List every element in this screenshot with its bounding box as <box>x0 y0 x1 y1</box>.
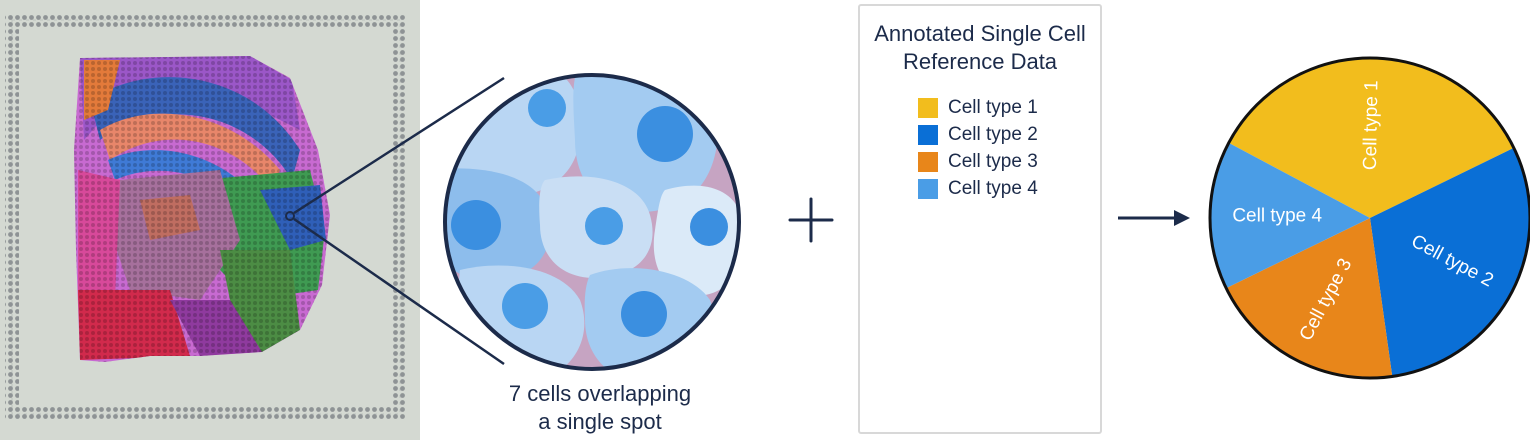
nucleus <box>585 207 623 245</box>
legend-label: Cell type 2 <box>948 123 1038 145</box>
legend-item: Cell type 3 <box>918 148 1038 175</box>
spot-caption: 7 cells overlapping a single spot <box>460 380 740 436</box>
panel-title-line-2: Reference Data <box>902 49 1058 74</box>
reference-data-panel: Annotated Single Cell Reference Data Cel… <box>858 4 1102 434</box>
legend-swatch <box>918 124 938 145</box>
pie-slice-label: Cell type 4 <box>1232 205 1322 226</box>
nucleus <box>451 200 501 250</box>
tissue-slide-image <box>0 0 420 440</box>
panel-title: Annotated Single Cell Reference Data <box>860 20 1100 76</box>
legend-swatch <box>918 151 938 172</box>
zoom-line-bottom <box>293 217 505 366</box>
zoomed-spot <box>443 73 741 371</box>
legend-label: Cell type 1 <box>948 96 1038 118</box>
legend-swatch <box>918 178 938 199</box>
pie-slice <box>1226 218 1393 379</box>
pie-slice-label: Cell type 1 <box>1360 80 1383 170</box>
nucleus <box>621 291 667 337</box>
legend-item: Cell type 2 <box>918 121 1038 148</box>
nucleus <box>528 89 566 127</box>
pie-slice <box>1228 57 1514 219</box>
nucleus <box>637 106 693 162</box>
legend-item: Cell type 1 <box>918 94 1038 121</box>
pie-slice <box>1210 142 1370 289</box>
legend-label: Cell type 3 <box>948 150 1038 172</box>
panel-title-line-1: Annotated Single Cell <box>874 21 1086 46</box>
plus-icon <box>788 197 834 243</box>
nucleus <box>502 283 548 329</box>
pie-outline <box>1208 56 1530 380</box>
legend-item: Cell type 4 <box>918 175 1038 202</box>
arrow-right-icon <box>1118 210 1190 226</box>
caption-line-1: 7 cells overlapping <box>508 381 692 406</box>
legend-swatch <box>918 97 938 118</box>
legend: Cell type 1 Cell type 2 Cell type 3 Cell… <box>918 94 1038 202</box>
nucleus <box>690 208 728 246</box>
pie-slice <box>1370 147 1530 377</box>
legend-label: Cell type 4 <box>948 177 1038 199</box>
zoom-line-top <box>293 76 505 215</box>
caption-line-2: a single spot <box>538 409 662 434</box>
